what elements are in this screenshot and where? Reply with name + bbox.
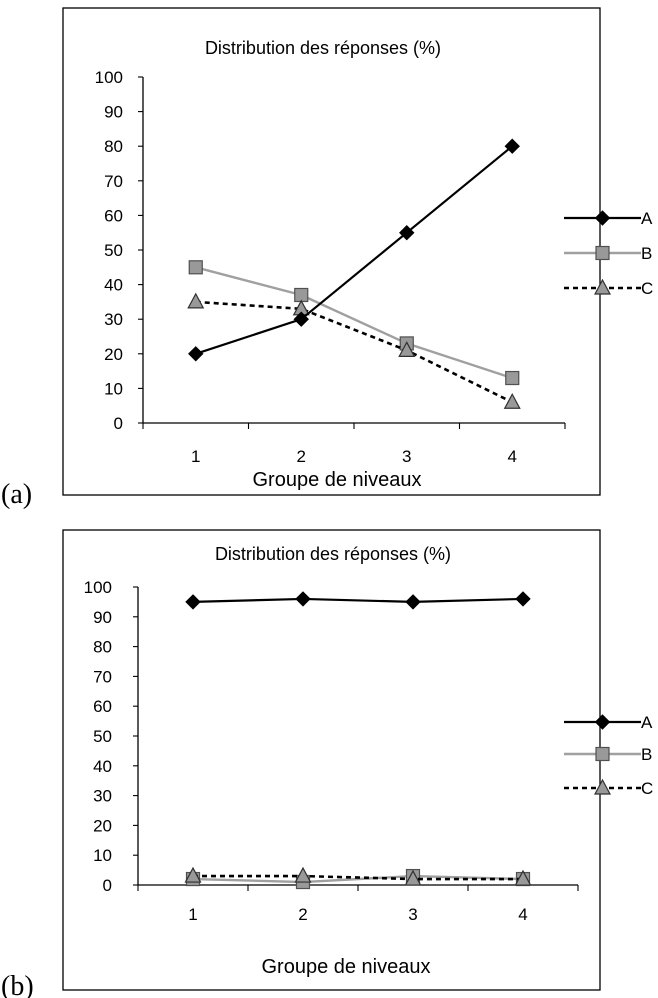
y-tick-label: 20 bbox=[93, 816, 112, 835]
series-c-line bbox=[195, 300, 513, 404]
y-tick-label: 50 bbox=[104, 241, 123, 260]
y-tick-label: 70 bbox=[93, 667, 112, 686]
y-tick-label: 100 bbox=[84, 578, 112, 597]
legend-c-label: C bbox=[641, 279, 653, 298]
series-a-point bbox=[399, 224, 415, 241]
legend-b-label: B bbox=[641, 244, 652, 263]
y-tick-label: 80 bbox=[104, 137, 123, 156]
x-axis-title: Groupe de niveaux bbox=[261, 956, 430, 978]
y-tick-label: 0 bbox=[114, 414, 123, 433]
series-b-line bbox=[195, 266, 513, 380]
legend-c-marker bbox=[593, 778, 612, 795]
chart-title: Distribution des réponses (%) bbox=[215, 544, 451, 564]
legend-c-marker bbox=[593, 278, 612, 295]
y-tick-label: 0 bbox=[103, 876, 112, 895]
series-a-point bbox=[504, 138, 520, 154]
y-tick-label: 60 bbox=[93, 697, 112, 716]
chart-panel-b: Distribution des réponses (%) 0 10 20 30 40 50… bbox=[62, 529, 653, 991]
series-a-point bbox=[188, 346, 204, 362]
x-tick-label: 1 bbox=[191, 447, 200, 466]
y-tick-label: 20 bbox=[104, 345, 123, 364]
y-tick-label: 100 bbox=[95, 68, 123, 87]
legend-a-marker bbox=[594, 714, 611, 730]
legend-b-label: B bbox=[641, 745, 652, 764]
series-c-line bbox=[193, 874, 523, 881]
x-tick-label: 3 bbox=[408, 905, 417, 924]
y-tick-label: 40 bbox=[93, 757, 112, 776]
series-a-point bbox=[405, 594, 421, 610]
series-a-line bbox=[192, 597, 524, 604]
series-a-point bbox=[515, 591, 531, 607]
legend-c-label: C bbox=[641, 779, 653, 798]
x-tick-label: 4 bbox=[508, 447, 517, 466]
y-tick-label: 30 bbox=[93, 787, 112, 806]
x-tick-label: 2 bbox=[298, 905, 307, 924]
panel-label-a: (a) bbox=[1, 479, 32, 510]
series-c-point bbox=[398, 341, 416, 357]
y-tick-label: 90 bbox=[104, 103, 123, 122]
series-c-point bbox=[294, 866, 312, 883]
series-b-line bbox=[192, 874, 524, 884]
series-c-point bbox=[514, 869, 532, 886]
legend-a-marker bbox=[594, 210, 611, 226]
series-a-point bbox=[293, 311, 309, 327]
chart-panel-a: Distribution des réponses (%) 0 10 20 30 40 50… bbox=[62, 7, 653, 496]
y-tick-label: 50 bbox=[93, 727, 112, 746]
panel-label-b: (b) bbox=[1, 971, 34, 998]
y-tick-label: 60 bbox=[104, 206, 123, 225]
y-tick-label: 80 bbox=[93, 638, 112, 657]
y-tick-label: 10 bbox=[104, 379, 123, 398]
series-a-point bbox=[185, 594, 201, 610]
y-tick-label: 30 bbox=[104, 310, 123, 329]
series-b-point bbox=[294, 287, 309, 303]
series-a-point bbox=[295, 591, 311, 607]
x-tick-label: 1 bbox=[188, 905, 197, 924]
series-c-point bbox=[404, 869, 422, 886]
y-tick-label: 90 bbox=[93, 608, 112, 627]
legend-a-label: A bbox=[641, 209, 653, 228]
x-tick-label: 3 bbox=[402, 447, 411, 466]
series-c-point bbox=[184, 866, 202, 883]
legend-a-label: A bbox=[641, 713, 653, 732]
series-b-point bbox=[188, 260, 203, 275]
x-tick-label: 2 bbox=[297, 447, 306, 466]
series-c-point bbox=[187, 292, 205, 309]
series-b-point bbox=[505, 370, 520, 386]
y-tick-label: 70 bbox=[104, 172, 123, 191]
series-a-line bbox=[195, 145, 513, 355]
legend-b-marker bbox=[595, 746, 610, 762]
y-tick-label: 40 bbox=[104, 276, 123, 295]
y-tick-label: 10 bbox=[93, 846, 112, 865]
series-c-point bbox=[503, 392, 521, 409]
chart-title: Distribution des réponses (%) bbox=[205, 38, 441, 58]
x-tick-label: 4 bbox=[518, 905, 527, 924]
x-axis-title: Groupe de niveaux bbox=[252, 469, 421, 491]
legend-b-marker bbox=[595, 245, 610, 261]
